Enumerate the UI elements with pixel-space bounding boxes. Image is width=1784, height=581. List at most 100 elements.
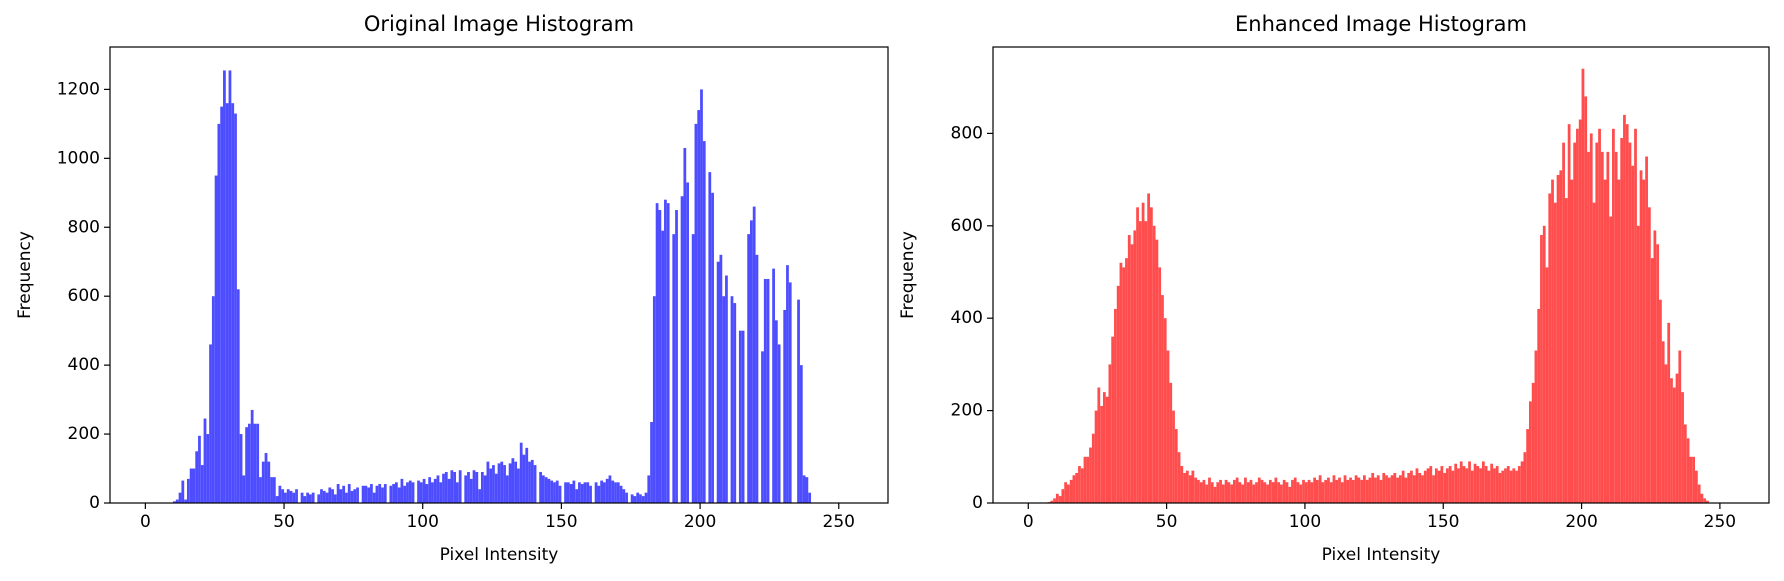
- histogram-bar: [700, 89, 703, 503]
- x-tick-label: 150: [1427, 512, 1459, 532]
- histogram-bar: [1404, 477, 1408, 503]
- histogram-bar: [1401, 470, 1405, 503]
- histogram-bar: [1086, 456, 1090, 503]
- histogram-bar: [1083, 456, 1087, 503]
- histogram-bar: [364, 485, 368, 503]
- histogram-bar: [1343, 475, 1347, 503]
- histogram-bar: [1130, 244, 1134, 503]
- histogram-bar: [530, 459, 534, 503]
- histogram-bar: [1661, 341, 1665, 503]
- histogram-bar: [1531, 382, 1535, 503]
- histogram-bar: [1357, 477, 1361, 503]
- histogram-bar: [603, 482, 606, 503]
- histogram-bar: [1091, 433, 1095, 503]
- histogram-bar: [239, 434, 243, 503]
- histogram-bar: [400, 478, 404, 503]
- histogram-bar: [633, 496, 637, 503]
- histogram-bar: [1307, 479, 1311, 503]
- histogram-bar: [1650, 258, 1654, 503]
- histogram-bar: [1291, 479, 1294, 503]
- histogram-bar: [1127, 235, 1131, 503]
- histogram-bar: [1393, 472, 1397, 503]
- histogram-bar: [774, 320, 778, 503]
- histogram-bar: [231, 103, 235, 504]
- histogram-bar: [572, 480, 576, 503]
- histogram-bar: [1050, 500, 1054, 503]
- histogram-bar: [1280, 484, 1283, 503]
- histogram-bar: [264, 453, 268, 503]
- histogram-bar: [486, 461, 490, 503]
- histogram-bar: [1415, 468, 1419, 503]
- histogram-bar: [214, 175, 218, 503]
- histogram-bar: [1390, 475, 1394, 503]
- histogram-bar: [1335, 479, 1339, 503]
- histogram-bar: [1542, 225, 1546, 503]
- histogram-bar: [1288, 486, 1292, 503]
- histogram-bar: [1094, 410, 1098, 503]
- histogram-bar: [738, 330, 742, 503]
- histogram-bar: [184, 499, 187, 503]
- histogram-bar: [1185, 470, 1189, 503]
- histogram-bar: [1448, 466, 1452, 503]
- x-axis-label: Pixel Intensity: [1322, 545, 1441, 565]
- histogram-bar: [494, 473, 498, 503]
- histogram-bar: [675, 210, 678, 503]
- histogram-bar: [1183, 472, 1186, 503]
- histogram-bar: [1600, 151, 1604, 504]
- histogram-bar: [206, 434, 210, 503]
- histogram-bar: [797, 299, 800, 503]
- histogram-bar: [1595, 142, 1599, 503]
- histogram-bar: [203, 418, 207, 503]
- histogram-bar: [336, 484, 340, 503]
- histogram-bar: [1125, 258, 1128, 503]
- histogram-bar: [1263, 482, 1267, 503]
- histogram-bar: [1382, 472, 1386, 503]
- histogram-bar: [1349, 477, 1352, 503]
- histogram-bar: [1327, 477, 1330, 503]
- histogram-bar: [178, 492, 182, 503]
- y-tick-label: 800: [951, 123, 983, 143]
- histogram-bar: [1144, 221, 1148, 504]
- histogram-bar: [1180, 466, 1184, 503]
- histogram-bar: [747, 234, 751, 503]
- histogram-bar: [342, 485, 346, 503]
- histogram-bar: [411, 482, 415, 503]
- histogram-bar: [300, 492, 304, 503]
- histogram-bar: [192, 468, 196, 503]
- histogram-bar: [234, 113, 237, 503]
- histogram-bar: [1534, 350, 1538, 503]
- histogram-bar: [1371, 472, 1375, 503]
- histogram-bar: [1407, 472, 1411, 503]
- histogram-bar: [608, 475, 612, 503]
- histogram-bar: [555, 480, 559, 503]
- histogram-bar: [1102, 392, 1106, 503]
- histogram-bar: [1623, 114, 1626, 504]
- histogram-bar: [456, 482, 459, 503]
- x-tick-label: 200: [684, 512, 716, 532]
- histogram-bar: [1617, 179, 1621, 503]
- histogram-bar: [1504, 468, 1507, 503]
- x-tick-label: 50: [1156, 512, 1178, 532]
- histogram-bar: [383, 484, 387, 503]
- histogram-bar: [1551, 179, 1554, 503]
- histogram-bar: [361, 485, 365, 503]
- histogram-bar: [217, 123, 221, 503]
- histogram-bar: [558, 485, 562, 503]
- histogram-bar: [1570, 179, 1574, 503]
- histogram-bar: [480, 471, 484, 503]
- histogram-bar: [406, 482, 409, 503]
- histogram-bar: [250, 409, 254, 503]
- histogram-bar: [539, 471, 542, 503]
- histogram-bar: [1210, 482, 1214, 503]
- histogram-bar: [541, 475, 545, 503]
- histogram-bar: [1642, 179, 1646, 503]
- histogram-bar: [644, 492, 648, 503]
- histogram-bar: [1277, 482, 1281, 503]
- histogram-bar: [1232, 479, 1236, 503]
- histogram-bar: [725, 275, 728, 503]
- histogram-bar: [544, 477, 548, 503]
- histogram-bar: [284, 492, 287, 503]
- histogram-bar: [766, 278, 770, 503]
- histogram-bar: [1656, 244, 1660, 503]
- histogram-bar: [1443, 472, 1447, 503]
